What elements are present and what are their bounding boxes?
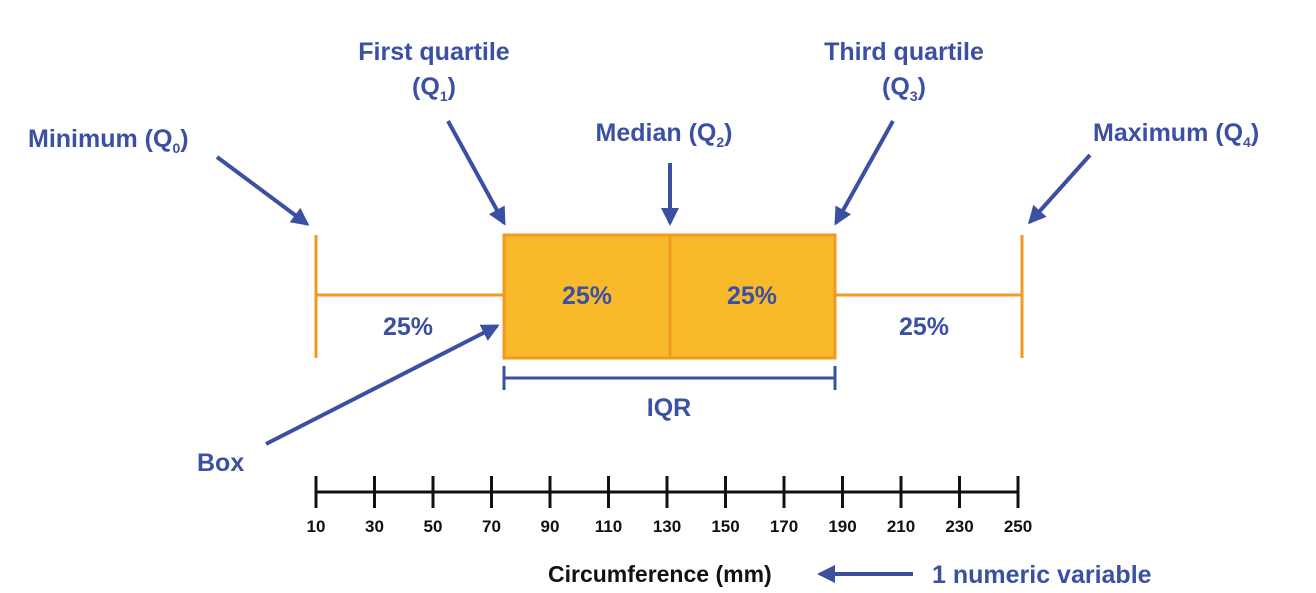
first-quartile-symbol: (Q1) xyxy=(412,73,456,104)
upper-box-percent: 25% xyxy=(727,282,777,310)
iqr-label: IQR xyxy=(647,394,691,422)
third-quartile-label: Third quartile xyxy=(824,38,984,66)
first-quartile-arrow xyxy=(446,120,506,226)
upper-whisker-percent: 25% xyxy=(899,313,949,341)
axis-tick-label: 50 xyxy=(424,517,443,536)
axis-tick-label: 210 xyxy=(887,517,915,536)
axis-tick-label: 30 xyxy=(365,517,384,536)
circumference-axis: 10 30 50 70 90 110 130 150 170 190 210 230 250 xyxy=(307,476,1032,536)
median-label: Median (Q2) xyxy=(596,119,733,150)
lower-whisker-percent: 25% xyxy=(383,313,433,341)
numeric-variable-label: 1 numeric variable xyxy=(932,561,1152,589)
minimum-arrow xyxy=(215,155,310,226)
maximum-label: Maximum (Q4) xyxy=(1093,119,1259,150)
minimum-label: Minimum (Q0) xyxy=(28,125,189,156)
axis-tick-label: 90 xyxy=(541,517,560,536)
box-label: Box xyxy=(197,449,244,477)
axis-tick-label: 190 xyxy=(828,517,856,536)
axis-tick-label: 250 xyxy=(1004,517,1032,536)
axis-tick-label: 230 xyxy=(945,517,973,536)
axis-tick-label: 170 xyxy=(770,517,798,536)
third-quartile-arrow xyxy=(834,120,895,226)
lower-box-percent: 25% xyxy=(562,282,612,310)
maximum-arrow xyxy=(1027,153,1092,225)
axis-tick-label: 10 xyxy=(307,517,326,536)
third-quartile-symbol: (Q3) xyxy=(882,73,926,104)
axis-tick-label: 130 xyxy=(653,517,681,536)
axis-tick-label: 150 xyxy=(711,517,739,536)
first-quartile-label: First quartile xyxy=(358,38,510,66)
axis-title: Circumference (mm) xyxy=(548,561,772,587)
box-arrow xyxy=(265,324,500,446)
axis-tick-label: 70 xyxy=(482,517,501,536)
axis-tick-label: 110 xyxy=(595,517,622,536)
iqr-bracket xyxy=(502,366,837,390)
